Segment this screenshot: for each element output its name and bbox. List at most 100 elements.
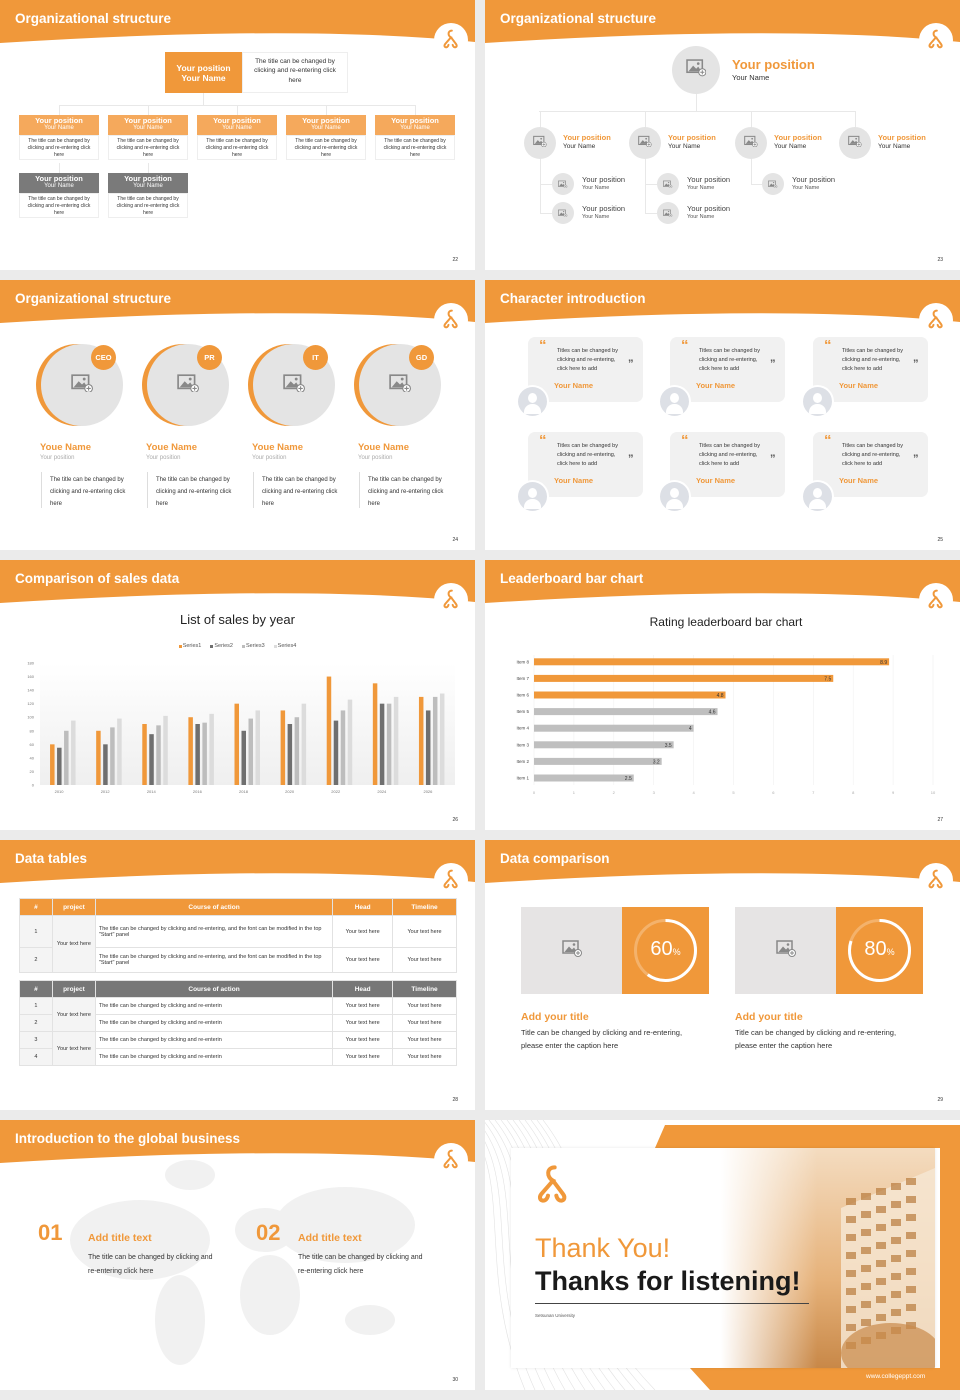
legend-swatch: [178, 644, 182, 648]
position-card-header[interactable]: Your position Your Name: [108, 115, 188, 135]
website-link[interactable]: www.collegeppt.com: [866, 1373, 926, 1380]
x-tick-label: 9: [892, 790, 895, 795]
sub-node-photo-placeholder[interactable]: [657, 173, 679, 195]
logo-icon: [926, 309, 946, 334]
close-quote-icon: ”: [628, 358, 634, 370]
header-band: [0, 0, 475, 57]
quote-text: Titles can be changed by clicking and re…: [842, 348, 903, 373]
building-image: [841, 1168, 935, 1368]
position-card-header[interactable]: Your position Your Name: [19, 173, 99, 193]
head-cell[interactable]: Your text here: [332, 997, 394, 1015]
position-card-header[interactable]: Your position Your Name: [375, 115, 455, 135]
user-avatar-icon: [803, 482, 832, 511]
header-band: [0, 280, 475, 337]
avatar[interactable]: [658, 480, 691, 513]
node-photo-placeholder[interactable]: [839, 127, 871, 159]
timeline-cell[interactable]: Your text here: [392, 915, 457, 948]
timeline-cell[interactable]: Your text here: [392, 1014, 457, 1032]
y-category-label: Item 1: [516, 776, 529, 781]
connector-line: [540, 213, 552, 214]
action-cell[interactable]: The title can be changed by clicking and…: [94, 915, 334, 948]
quote-author-name: Your Name: [554, 476, 594, 485]
project-cell: Your text here: [51, 915, 96, 973]
connector-line: [59, 105, 60, 115]
position-card-header[interactable]: Your position Your Name: [286, 115, 366, 135]
top-photo-placeholder[interactable]: [672, 46, 720, 94]
quote-text: Titles can be changed by clicking and re…: [699, 443, 760, 468]
x-tick-label: 0: [533, 790, 536, 795]
head-cell[interactable]: Your text here: [332, 1031, 394, 1049]
name-label: Your Name: [44, 183, 74, 190]
legend-swatch: [242, 644, 245, 648]
avatar[interactable]: [801, 385, 834, 418]
role-badge: CEO: [91, 345, 116, 370]
connector-line: [539, 111, 855, 112]
bar-series3-2014: [156, 725, 161, 785]
node-photo-placeholder[interactable]: [524, 127, 556, 159]
table-row: 1 Your text here The title can be changed …: [19, 997, 457, 1032]
image-placeholder[interactable]: [735, 907, 836, 994]
y-tick-label: 0: [32, 783, 35, 788]
image-placeholder-icon: [848, 134, 862, 152]
quote-text: Titles can be changed by clicking and re…: [699, 348, 760, 373]
item-title: Add your title: [521, 1011, 589, 1023]
page-number: 24: [452, 537, 458, 543]
open-quote-icon: “: [681, 337, 689, 354]
sub-node-photo-placeholder[interactable]: [552, 202, 574, 224]
sub-node-position: Your position: [687, 175, 731, 184]
avatar[interactable]: [516, 480, 549, 513]
building-illustration: [811, 1168, 935, 1368]
position-card-header[interactable]: Your position Your Name: [19, 115, 99, 135]
action-cell[interactable]: The title can be changed by clicking and…: [94, 1031, 334, 1049]
timeline-cell[interactable]: Your text here: [392, 1048, 457, 1066]
bar-item-8: [534, 658, 890, 666]
action-cell[interactable]: The title can be changed by clicking and…: [94, 997, 334, 1015]
logo-icon: [926, 29, 946, 54]
head-cell[interactable]: Your text here: [332, 915, 394, 948]
node-photo-placeholder[interactable]: [735, 127, 767, 159]
percent-value: 60%: [622, 938, 709, 961]
bar-item-4: [534, 724, 694, 732]
timeline-cell[interactable]: Your text here: [392, 997, 457, 1015]
head-cell[interactable]: Your text here: [332, 947, 394, 973]
image-placeholder[interactable]: [521, 907, 622, 994]
position-card-header[interactable]: Your position Your Name: [197, 115, 277, 135]
quote-text: Titles can be changed by clicking and re…: [557, 348, 618, 373]
header-band: [0, 560, 475, 617]
bar-series1-2016: [188, 717, 193, 785]
action-cell[interactable]: The title can be changed by clicking and…: [94, 1048, 334, 1066]
y-tick-label: 60: [30, 742, 35, 747]
top-position-box[interactable]: Your position Your Name: [165, 52, 242, 93]
head-cell[interactable]: Your text here: [332, 1048, 394, 1066]
sub-node-photo-placeholder[interactable]: [762, 173, 784, 195]
item-body: Title can be changed by clicking and re-…: [735, 1028, 897, 1051]
action-cell[interactable]: The title can be changed by clicking and…: [94, 1014, 334, 1032]
role-badge: IT: [303, 345, 328, 370]
project-cell: Your text here: [51, 1031, 96, 1066]
position-label: Your position: [176, 63, 231, 73]
connector-line: [696, 94, 697, 111]
world-map-image: [70, 1160, 415, 1365]
slide-title: Leaderboard bar chart: [500, 571, 644, 586]
position-label: Your position: [35, 116, 83, 125]
bar-value-label: 7.5: [824, 676, 831, 682]
timeline-cell[interactable]: Your text here: [392, 1031, 457, 1049]
avatar[interactable]: [801, 480, 834, 513]
connector-line: [751, 111, 752, 127]
user-avatar-icon: [660, 482, 689, 511]
chart-title: Rating leaderboard bar chart: [649, 615, 803, 629]
sub-node-position: Your position: [582, 204, 626, 213]
logo-icon: [441, 1149, 461, 1174]
head-cell[interactable]: Your text here: [332, 1014, 394, 1032]
action-cell[interactable]: The title can be changed by clicking and…: [94, 947, 334, 973]
position-card-header[interactable]: Your position Your Name: [108, 173, 188, 193]
timeline-cell[interactable]: Your text here: [392, 947, 457, 973]
avatar[interactable]: [516, 385, 549, 418]
open-quote-icon: “: [681, 432, 689, 449]
sub-node-photo-placeholder[interactable]: [657, 202, 679, 224]
y-tick-label: 80: [30, 728, 35, 733]
sub-node-photo-placeholder[interactable]: [552, 173, 574, 195]
avatar[interactable]: [658, 385, 691, 418]
node-photo-placeholder[interactable]: [629, 127, 661, 159]
user-avatar-icon: [660, 387, 689, 416]
